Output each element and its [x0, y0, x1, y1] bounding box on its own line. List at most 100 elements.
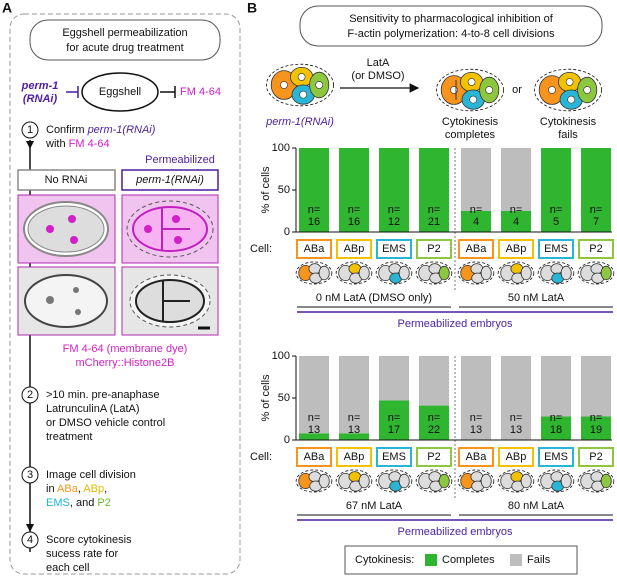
legend-swatch: [510, 554, 522, 566]
step-text-part: sucess rate for: [46, 548, 118, 560]
n-label: n=: [590, 204, 603, 216]
stain-label: mCherry::Histone2B: [75, 357, 174, 369]
cell-box: [538, 447, 574, 467]
panel-a-title: for acute drug treatment: [66, 42, 183, 54]
bar-segment: [299, 433, 329, 440]
legend-entries: Completes Fails: [425, 554, 551, 566]
n-value: 5: [553, 216, 559, 228]
footer-label: Permeabilized embryos: [398, 526, 513, 538]
bar-segment: [379, 400, 409, 440]
step-text-part: Confirm: [46, 124, 88, 136]
n-label: n=: [510, 204, 523, 216]
y-axis-label: % of cells: [260, 374, 272, 422]
charts: % of cells050100n=16ABan=16ABpn=12EMSn=2…: [250, 142, 615, 538]
n-label: n=: [550, 412, 563, 424]
steps: 1 Confirm perm-1(RNAi) with FM 4-64 2 >10 mi…: [21, 121, 165, 574]
bar-segment: [419, 356, 449, 406]
cell: [438, 265, 450, 281]
step-number: 4: [27, 534, 33, 546]
bar-segment: [379, 356, 409, 401]
group-label: 67 nM LatA: [346, 500, 403, 512]
perm1-label: perm-1: [21, 80, 59, 92]
bar-segment: [501, 356, 531, 440]
perm1-label: (RNAi): [23, 93, 58, 105]
step-text-part: ,: [78, 483, 84, 495]
n-label: n=: [308, 204, 321, 216]
step-text-part: Score cytokinesis: [46, 534, 132, 546]
nucleus: [299, 90, 308, 99]
step-text-part: ABp: [83, 483, 104, 495]
bar-segment: [339, 433, 369, 440]
cell-box: [498, 239, 534, 259]
label-box: [121, 169, 219, 191]
y-tick-label: 100: [272, 350, 290, 362]
step-text-part: or DMSO vehicle control: [46, 417, 165, 429]
chromatin: [73, 287, 79, 293]
bar-segment: [419, 405, 449, 440]
step-text: treatment: [46, 431, 92, 443]
step-text-part: EMS: [46, 497, 70, 509]
n-value: 17: [388, 424, 400, 436]
chromatin: [46, 296, 54, 304]
step-text: >10 min. pre-anaphase: [46, 389, 159, 401]
footer-label: Permeabilized embryos: [398, 318, 513, 330]
or-label: or: [512, 84, 522, 96]
nucleus: [46, 225, 54, 233]
chromatin: [75, 309, 81, 315]
bar-segment: [461, 148, 491, 211]
x-tick-label: ABa: [304, 243, 326, 255]
cell: [600, 265, 612, 281]
bar-segment: [461, 356, 491, 440]
n-value: 12: [388, 216, 400, 228]
group-label: 50 nM LatA: [508, 292, 565, 304]
step-text-part: ,: [104, 483, 107, 495]
cell-box: [538, 239, 574, 259]
nucleus: [485, 86, 494, 94]
cell-box: [336, 239, 372, 259]
step-circle: [21, 386, 39, 404]
cell: [520, 265, 532, 281]
step-text: Score cytokinesis: [46, 534, 132, 546]
panel-label: A: [2, 0, 12, 16]
step-circle: [21, 531, 39, 549]
nucleus: [174, 236, 182, 244]
legend-swatch: [425, 554, 437, 566]
nucleus: [172, 215, 180, 223]
nucleus: [297, 73, 306, 81]
bar-segment: [299, 148, 329, 232]
step-text-part: each cell: [46, 562, 89, 574]
cell: [560, 473, 572, 489]
cell-box: [416, 239, 452, 259]
y-tick-label: 0: [284, 226, 290, 238]
inhibit-arrow: [160, 86, 176, 98]
step-text-part: with: [45, 138, 69, 150]
step-circle: [21, 466, 39, 484]
bar-segment: [339, 356, 369, 434]
nucleus: [567, 95, 576, 104]
outcome-label: Cytokinesis: [540, 116, 597, 128]
x-tick-label: ABa: [466, 243, 488, 255]
x-tick-label: ABa: [466, 451, 488, 463]
bar-segment: [541, 356, 571, 417]
n-value: 19: [590, 424, 602, 436]
cell: [438, 473, 450, 489]
x-tick-label: EMS: [382, 243, 406, 255]
stain-label: FM 4-64 (membrane dye): [63, 343, 188, 355]
n-value: 21: [428, 216, 440, 228]
n-value: 13: [470, 424, 482, 436]
bar-segment: [501, 211, 531, 232]
cell-box: [416, 447, 452, 467]
cell-box: [296, 239, 332, 259]
legend-title: Cytokinesis:: [355, 554, 414, 566]
n-value: 13: [308, 424, 320, 436]
nucleus: [548, 86, 556, 94]
cell: [520, 473, 532, 489]
bar-segment: [541, 416, 571, 440]
step-text-part: FM 4-64: [69, 138, 110, 150]
bar-segment: [581, 148, 611, 232]
n-label: n=: [428, 204, 441, 216]
cell-box: [458, 447, 494, 467]
x-tick-label: P2: [427, 451, 440, 463]
n-value: 16: [348, 216, 360, 228]
